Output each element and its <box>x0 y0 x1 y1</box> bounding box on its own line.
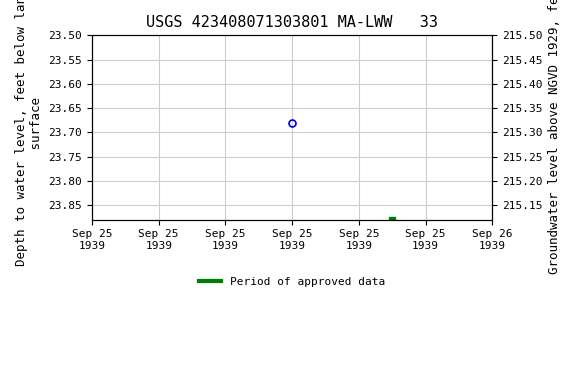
Title: USGS 423408071303801 MA-LWW   33: USGS 423408071303801 MA-LWW 33 <box>146 15 438 30</box>
Y-axis label: Depth to water level, feet below land
 surface: Depth to water level, feet below land su… <box>15 0 43 266</box>
Y-axis label: Groundwater level above NGVD 1929, feet: Groundwater level above NGVD 1929, feet <box>548 0 561 274</box>
Legend: Period of approved data: Period of approved data <box>195 273 390 291</box>
